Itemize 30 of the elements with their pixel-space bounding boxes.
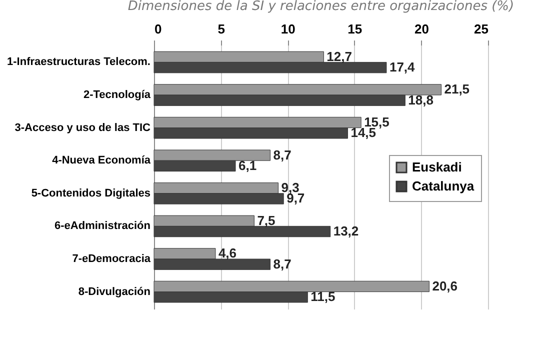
data-label: 20,6 bbox=[432, 278, 458, 294]
x-tick-label: 5 bbox=[218, 22, 225, 36]
x-tick-label: 10 bbox=[280, 22, 296, 36]
x-tick-label: 0 bbox=[154, 22, 162, 36]
data-label: 4,6 bbox=[218, 246, 237, 261]
x-tick-label: 15 bbox=[348, 22, 362, 36]
data-label: 13,2 bbox=[333, 224, 359, 239]
y-tick-label: 5-Contenidos Digitales bbox=[31, 187, 150, 200]
x-tick-label: 20 bbox=[414, 22, 429, 36]
data-label: 8,7 bbox=[273, 147, 292, 162]
data-label: 21,5 bbox=[444, 82, 470, 97]
data-label: 17,4 bbox=[389, 60, 416, 75]
data-label: 11,5 bbox=[310, 289, 336, 304]
y-tick-label: 1-Infraestructuras Telecom. bbox=[7, 56, 150, 68]
legend-label: Euskadi bbox=[412, 160, 462, 174]
data-label: 7,5 bbox=[257, 212, 276, 228]
data-label: 12,7 bbox=[326, 48, 352, 64]
y-tick-label: 6-eAdministración bbox=[54, 220, 151, 232]
chart-title: Dimensiones de la SI y relaciones entre organizaciones (%) bbox=[128, 0, 514, 14]
data-label: 6,1 bbox=[238, 158, 257, 173]
y-tick-label: 8-Divulgación bbox=[78, 286, 151, 298]
legend-label: Catalunya bbox=[412, 178, 475, 194]
data-label: 18,8 bbox=[408, 92, 434, 108]
y-tick-label: 2-Tecnología bbox=[83, 89, 152, 102]
data-label: 15,5 bbox=[364, 114, 390, 130]
y-tick-label: 3-Acceso y uso de las TIC bbox=[14, 122, 151, 134]
y-tick-label: 4-Nueva Economía bbox=[52, 154, 152, 167]
x-tick-label: 25 bbox=[474, 22, 488, 36]
y-tick-label: 7-eDemocracia bbox=[72, 252, 152, 265]
data-label: 8,7 bbox=[273, 256, 292, 272]
